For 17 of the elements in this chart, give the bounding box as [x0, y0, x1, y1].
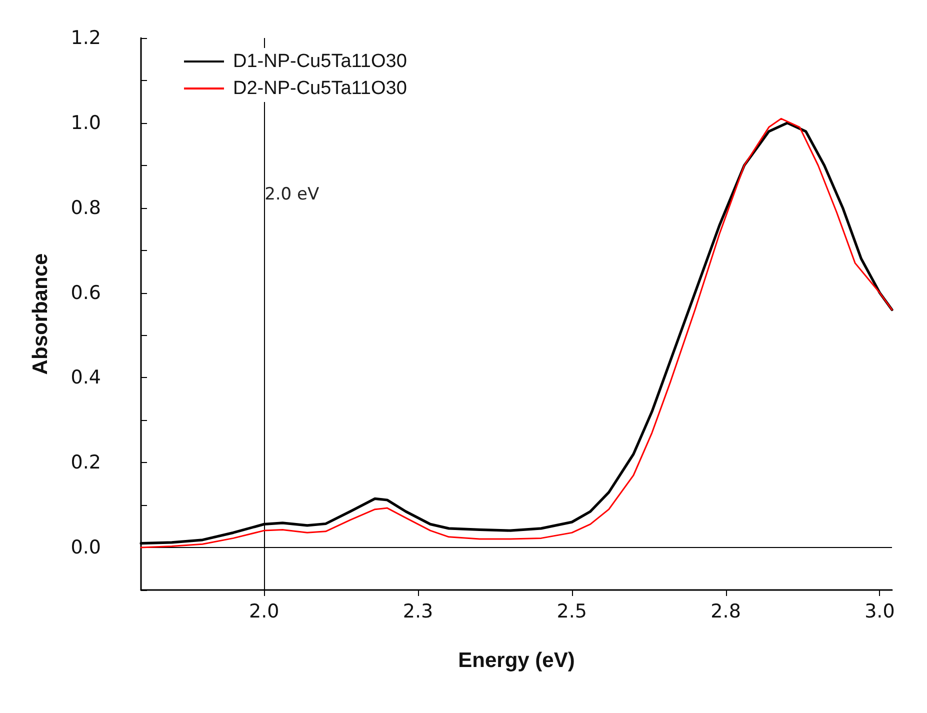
y-tick-label: 1.0	[70, 112, 101, 134]
legend-label: D1-NP-Cu5Ta11O30	[233, 51, 407, 72]
legend-label: D2-NP-Cu5Ta11O30	[233, 78, 407, 99]
x-axis-title: Energy (eV)	[458, 649, 575, 672]
y-tick-label: 1.2	[70, 27, 101, 49]
y-tick-label: 0.6	[70, 282, 101, 304]
y-tick-label: 0.0	[70, 536, 101, 559]
y-tick-label: 0.4	[70, 366, 101, 389]
y-axis-title: Absorbance	[29, 253, 52, 375]
x-tick-label: 2.8	[710, 600, 741, 622]
y-tick-label: 0.8	[70, 196, 101, 219]
ref-line-label: 2.0 eV	[264, 184, 320, 204]
y-tick-label: 0.2	[70, 452, 101, 474]
x-tick-label: 2.0	[249, 600, 280, 622]
x-tick-label: 2.3	[402, 600, 434, 622]
x-tick-label: 3.0	[864, 600, 895, 622]
x-tick-label: 2.5	[556, 600, 588, 622]
